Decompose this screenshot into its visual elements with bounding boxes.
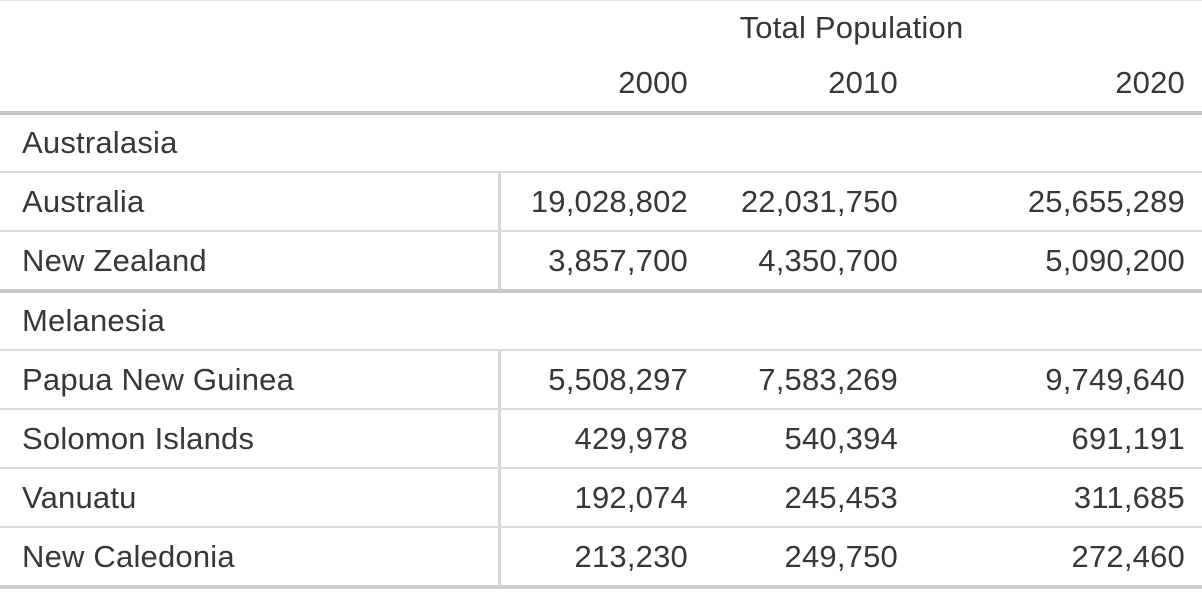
group-label: Australasia	[22, 125, 178, 160]
value-2010: 249,750	[784, 538, 898, 574]
group-label: Melanesia	[22, 303, 166, 338]
column-header-2000: 2000	[618, 65, 688, 100]
row-label: Solomon Islands	[22, 420, 255, 456]
value-2010: 7,583,269	[758, 361, 898, 397]
value-2020: 691,191	[1071, 420, 1185, 456]
value-2020: 9,749,640	[1045, 361, 1185, 397]
row-values: 5,508,297 7,583,269 9,749,640	[498, 351, 1202, 408]
value-2000: 429,978	[574, 420, 688, 456]
row-label: Vanuatu	[22, 479, 137, 515]
row-values: 19,028,802 22,031,750 25,655,289	[498, 173, 1202, 230]
row-label: Australia	[22, 183, 145, 219]
row-label: New Zealand	[22, 242, 207, 278]
column-header-2020: 2020	[1115, 65, 1185, 100]
value-2010: 22,031,750	[740, 183, 898, 219]
value-2000: 19,028,802	[530, 183, 688, 219]
value-2010: 540,394	[784, 420, 898, 456]
year-headers: 2000 2010 2020	[498, 55, 1202, 111]
value-2010: 4,350,700	[758, 242, 898, 278]
value-2020: 25,655,289	[1027, 183, 1185, 219]
group-header-australasia: Australasia	[0, 111, 1202, 171]
value-2020: 5,090,200	[1045, 242, 1185, 278]
group-header-melanesia: Melanesia	[0, 289, 1202, 349]
value-2000: 5,508,297	[548, 361, 688, 397]
value-2020: 311,685	[1073, 479, 1185, 515]
table-row-new-zealand: New Zealand 3,857,700 4,350,700 5,090,20…	[0, 230, 1202, 289]
row-label: New Caledonia	[22, 538, 235, 574]
value-2010: 245,453	[784, 479, 898, 515]
value-2000: 3,857,700	[548, 242, 688, 278]
table-header-title-row: Total Population	[0, 1, 1202, 55]
table-row-solomon-islands: Solomon Islands 429,978 540,394 691,191	[0, 408, 1202, 467]
table-row-papua-new-guinea: Papua New Guinea 5,508,297 7,583,269 9,7…	[0, 349, 1202, 408]
row-values: 213,230 249,750 272,460	[498, 528, 1202, 585]
column-header-2010: 2010	[828, 65, 898, 100]
row-label: Papua New Guinea	[22, 361, 295, 397]
value-2020: 272,460	[1071, 538, 1185, 574]
row-values: 3,857,700 4,350,700 5,090,200	[498, 232, 1202, 289]
table-row-new-caledonia: New Caledonia 213,230 249,750 272,460	[0, 526, 1202, 585]
row-values: 429,978 540,394 691,191	[498, 410, 1202, 467]
value-2000: 192,074	[574, 479, 688, 515]
value-2000: 213,230	[574, 538, 688, 574]
table-row-australia: Australia 19,028,802 22,031,750 25,655,2…	[0, 171, 1202, 230]
row-values: 192,074 245,453 311,685	[498, 469, 1202, 526]
table-bottom-rule	[0, 585, 1202, 589]
table-header-years-row: 2000 2010 2020	[0, 55, 1202, 111]
table-title: Total Population	[739, 10, 964, 45]
table-row-vanuatu: Vanuatu 192,074 245,453 311,685	[0, 467, 1202, 526]
